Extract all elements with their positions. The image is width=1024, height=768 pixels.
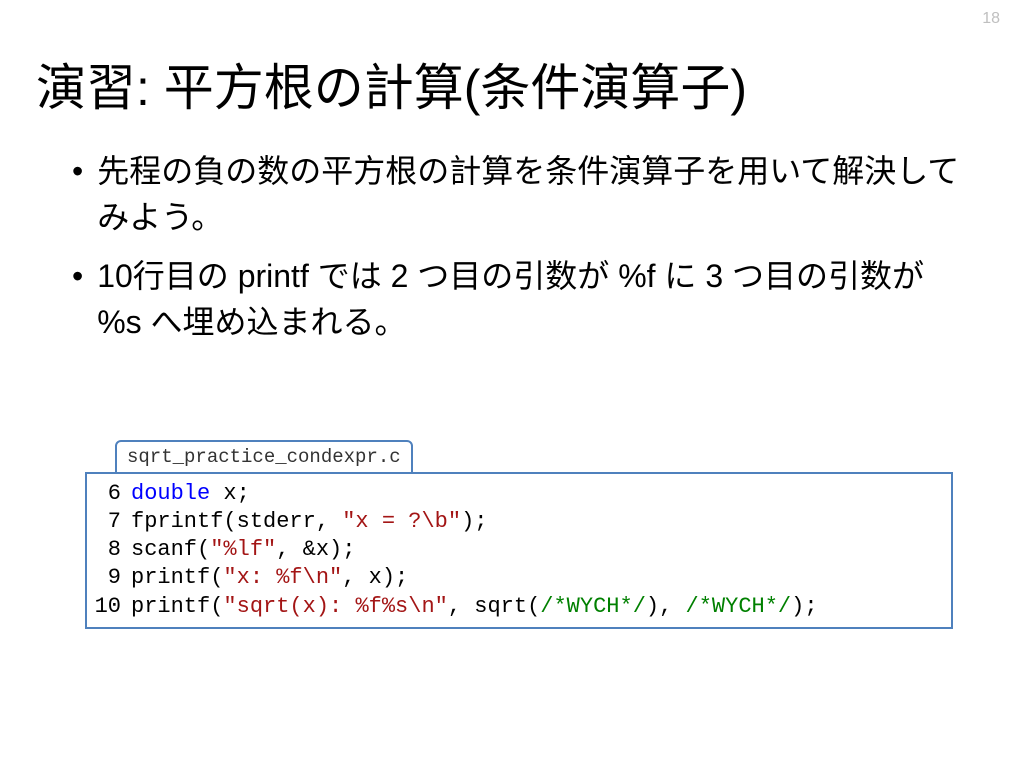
code-text: printf("sqrt(x): %f%s\n", sqrt(/*WYCH*/)… <box>131 593 818 621</box>
code-text: fprintf(stderr, "x = ?\b"); <box>131 508 487 536</box>
code-text: double x; <box>131 480 250 508</box>
list-item: • 先程の負の数の平方根の計算を条件演算子を用いて解決してみよう。 <box>72 148 968 241</box>
bullet-text: 10行目の printf では 2 つ目の引数が %f に 3 つ目の引数が %… <box>97 253 968 346</box>
list-item: • 10行目の printf では 2 つ目の引数が %f に 3 つ目の引数が… <box>72 253 968 346</box>
line-number: 8 <box>87 536 131 564</box>
code-line: 6double x; <box>87 480 951 508</box>
code-block: sqrt_practice_condexpr.c 6double x;7fpri… <box>85 440 953 629</box>
line-number: 9 <box>87 564 131 592</box>
code-text: scanf("%lf", &x); <box>131 536 355 564</box>
line-number: 7 <box>87 508 131 536</box>
code-line: 10printf("sqrt(x): %f%s\n", sqrt(/*WYCH*… <box>87 593 951 621</box>
bullet-list: • 先程の負の数の平方根の計算を条件演算子を用いて解決してみよう。 • 10行目… <box>0 148 1024 346</box>
bullet-text: 先程の負の数の平方根の計算を条件演算子を用いて解決してみよう。 <box>97 148 968 241</box>
slide-title: 演習: 平方根の計算(条件演算子) <box>0 0 1024 148</box>
code-text: printf("x: %f\n", x); <box>131 564 408 592</box>
line-number: 6 <box>87 480 131 508</box>
page-number: 18 <box>982 10 1000 28</box>
code-line: 7fprintf(stderr, "x = ?\b"); <box>87 508 951 536</box>
bullet-dot-icon: • <box>72 148 83 194</box>
code-line: 9printf("x: %f\n", x); <box>87 564 951 592</box>
code-box: 6double x;7fprintf(stderr, "x = ?\b");8s… <box>85 472 953 629</box>
code-line: 8scanf("%lf", &x); <box>87 536 951 564</box>
line-number: 10 <box>87 593 131 621</box>
bullet-dot-icon: • <box>72 253 83 299</box>
